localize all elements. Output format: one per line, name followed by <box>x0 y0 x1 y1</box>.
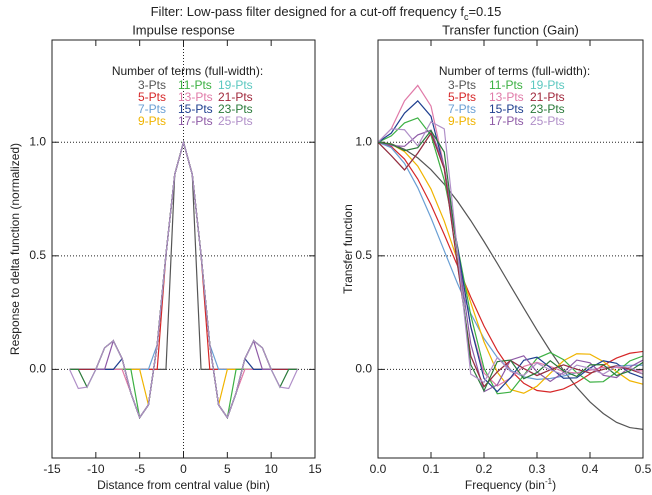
legend-entry: 11-Pts <box>178 78 212 92</box>
y-tick-label: 0.0 <box>355 362 372 376</box>
x-tick-label: 0.0 <box>370 462 387 476</box>
x-tick-label: 0.5 <box>635 462 652 476</box>
legend-entry: 15-Pts <box>178 102 213 116</box>
series-line <box>377 117 644 395</box>
series-line <box>377 129 644 393</box>
legend-entry: 13-Pts <box>489 90 524 104</box>
subplot-title: Impulse response <box>132 22 235 37</box>
plot-frame <box>377 39 644 459</box>
series-line <box>377 141 644 430</box>
x-axis-label: Frequency (bin-1) <box>465 477 556 493</box>
x-label-suffix: ) <box>552 478 556 492</box>
series-line <box>377 120 644 384</box>
series-line <box>377 131 644 388</box>
legend-entry: 3-Pts <box>448 78 476 92</box>
legend-entry: 7-Pts <box>138 102 166 116</box>
legend-entry: 13-Pts <box>178 90 213 104</box>
y-tick-label: 0.5 <box>29 248 46 262</box>
x-tick-label: 15 <box>308 462 322 476</box>
series-line <box>68 139 299 419</box>
x-tick-label: 5 <box>224 462 231 476</box>
legend-entry: 11-Pts <box>489 78 523 92</box>
legend-entry: 5-Pts <box>448 90 476 104</box>
y-axis-label: Transfer function <box>341 204 355 294</box>
legend-entry: 25-Pts <box>218 114 253 128</box>
x-label-text: Distance from central value (bin) <box>97 478 270 492</box>
x-tick-label: 0.4 <box>582 462 599 476</box>
legend-entry: 17-Pts <box>489 114 524 128</box>
series-line <box>377 141 644 394</box>
legend-entry: 5-Pts <box>138 90 166 104</box>
y-tick-label: 1.0 <box>29 134 46 148</box>
x-tick-label: -5 <box>134 462 145 476</box>
x-tick-label: 0.1 <box>423 462 440 476</box>
x-tick-label: 0 <box>180 462 187 476</box>
x-axis-label: Distance from central value (bin) <box>97 478 270 492</box>
legend-entry: 23-Pts <box>530 102 565 116</box>
legend-entry: 25-Pts <box>530 114 565 128</box>
series-line <box>377 141 644 393</box>
x-label-text: Frequency (bin <box>465 478 545 492</box>
series-line <box>377 129 644 393</box>
y-tick-label: 0.0 <box>29 362 46 376</box>
legend-entry: 15-Pts <box>489 102 524 116</box>
series-line <box>377 131 644 388</box>
title-main: Filter: Low-pass filter designed for a c… <box>151 4 465 19</box>
title-subscript: c <box>464 12 469 22</box>
plot-frame <box>51 39 316 459</box>
legend-entry: 19-Pts <box>530 78 565 92</box>
x-tick-label: 0.3 <box>529 462 546 476</box>
legend-entry: 23-Pts <box>218 102 253 116</box>
x-label-superscript: -1 <box>545 477 553 486</box>
subplot-title: Transfer function (Gain) <box>442 22 579 37</box>
series-line <box>377 141 644 381</box>
series-line <box>377 84 644 387</box>
legend-entry: 9-Pts <box>448 114 476 128</box>
y-tick-label: 0.5 <box>355 248 372 262</box>
legend-entry: 17-Pts <box>178 114 213 128</box>
y-tick-label: 1.0 <box>355 134 372 148</box>
legend-entry: 9-Pts <box>138 114 166 128</box>
legend-title: Number of terms (full-width): <box>439 64 590 78</box>
y-axis-label: Response to delta function (normalized) <box>8 143 22 355</box>
legend-entry: 3-Pts <box>138 78 166 92</box>
legend-entry: 19-Pts <box>218 78 253 92</box>
figure-title: Filter: Low-pass filter designed for a c… <box>151 4 502 22</box>
x-tick-label: 0.2 <box>476 462 493 476</box>
x-tick-label: -15 <box>43 462 61 476</box>
legend-title: Number of terms (full-width): <box>112 64 263 78</box>
series-line <box>377 100 644 393</box>
x-tick-label: 10 <box>264 462 278 476</box>
legend-entry: 21-Pts <box>218 90 253 104</box>
x-tick-label: -10 <box>87 462 105 476</box>
title-suffix: =0.15 <box>468 4 501 19</box>
legend-entry: 21-Pts <box>530 90 565 104</box>
legend-entry: 7-Pts <box>448 102 476 116</box>
